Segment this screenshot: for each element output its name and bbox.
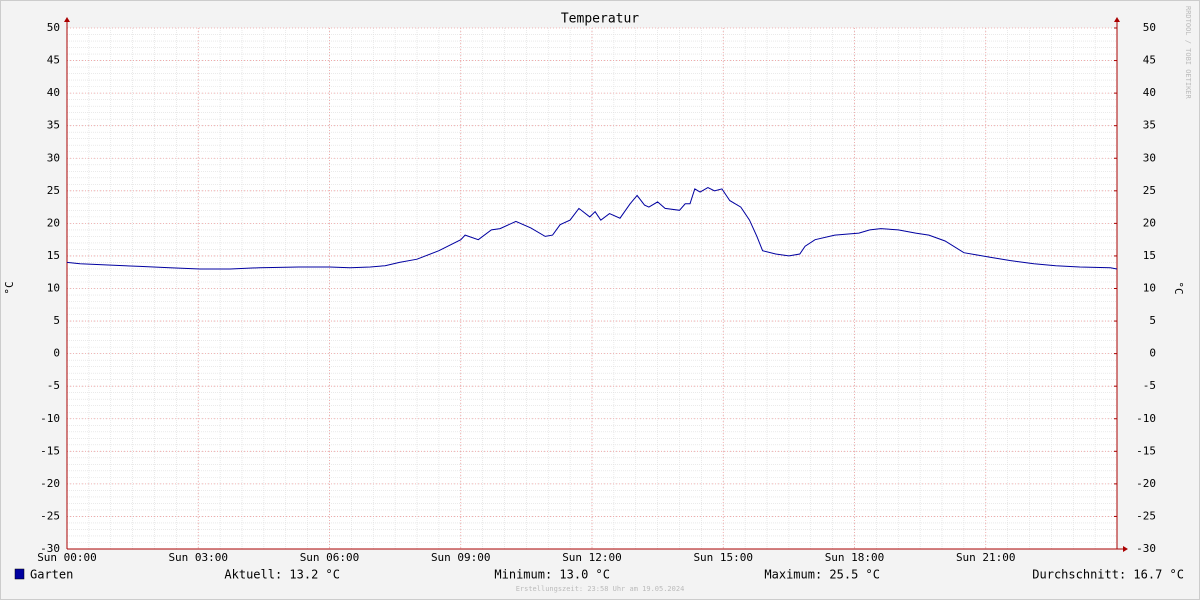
y-axis-label: °C — [3, 281, 16, 294]
x-tick-label: Sun 09:00 — [431, 551, 491, 564]
y-tick-label: 40 — [47, 86, 60, 99]
axis-arrow — [1114, 17, 1120, 22]
y2-tick-label: -5 — [1143, 379, 1156, 392]
y2-tick-label: 5 — [1149, 314, 1156, 327]
y2-tick-label: 30 — [1143, 151, 1156, 164]
y-tick-label: 5 — [53, 314, 60, 327]
y2-tick-label: 10 — [1143, 282, 1156, 295]
y-tick-label: -20 — [40, 477, 60, 490]
y-tick-label: -10 — [40, 412, 60, 425]
axis-arrow — [1123, 546, 1128, 552]
y-tick-label: 10 — [47, 282, 60, 295]
y2-tick-label: -20 — [1136, 477, 1156, 490]
y2-tick-label: -10 — [1136, 412, 1156, 425]
y2-tick-label: -15 — [1136, 444, 1156, 457]
y-tick-label: -15 — [40, 444, 60, 457]
y-tick-label: 35 — [47, 119, 60, 132]
y-tick-label: 0 — [53, 347, 60, 360]
x-tick-label: Sun 21:00 — [956, 551, 1016, 564]
y-tick-label: 20 — [47, 216, 60, 229]
y-tick-label: 45 — [47, 54, 60, 67]
x-tick-label: Sun 03:00 — [168, 551, 228, 564]
y-tick-label: -25 — [40, 509, 60, 522]
legend-stat: Minimum: 13.0 °C — [494, 568, 610, 582]
y2-tick-label: 20 — [1143, 216, 1156, 229]
x-tick-label: Sun 06:00 — [300, 551, 360, 564]
y-tick-label: 25 — [47, 184, 60, 197]
y-tick-label: -30 — [40, 542, 60, 555]
legend-swatch — [14, 568, 25, 580]
y2-tick-label: -25 — [1136, 509, 1156, 522]
y-tick-label: 50 — [47, 21, 60, 34]
x-tick-label: Sun 18:00 — [825, 551, 885, 564]
legend-stat: Aktuell: 13.2 °C — [224, 568, 340, 582]
y2-tick-label: 0 — [1149, 347, 1156, 360]
x-tick-label: Sun 12:00 — [562, 551, 622, 564]
footer: Erstellungszeit: 23:58 Uhr am 19.05.2024 — [516, 585, 685, 593]
y2-tick-label: -30 — [1136, 542, 1156, 555]
legend-stat: Maximum: 25.5 °C — [764, 568, 880, 582]
watermark: RRDTOOL / TOBI OETIKER — [1184, 6, 1192, 100]
series-line — [66, 187, 1118, 270]
y2-tick-label: 50 — [1143, 21, 1156, 34]
y2-tick-label: 40 — [1143, 86, 1156, 99]
x-tick-label: Sun 00:00 — [37, 551, 97, 564]
y2-tick-label: 15 — [1143, 249, 1156, 262]
axis-arrow — [64, 17, 70, 22]
legend-stat: Durchschnitt: 16.7 °C — [1032, 568, 1184, 582]
y-tick-label: -5 — [47, 379, 60, 392]
y-tick-label: 30 — [47, 151, 60, 164]
y-tick-label: 15 — [47, 249, 60, 262]
legend-label: Garten — [30, 568, 73, 582]
y2-tick-label: 35 — [1143, 119, 1156, 132]
y2-tick-label: 25 — [1143, 184, 1156, 197]
x-tick-label: Sun 15:00 — [693, 551, 753, 564]
chart-title: Temperatur — [561, 12, 639, 27]
y2-axis-label: °C — [1172, 281, 1185, 294]
y2-tick-label: 45 — [1143, 54, 1156, 67]
